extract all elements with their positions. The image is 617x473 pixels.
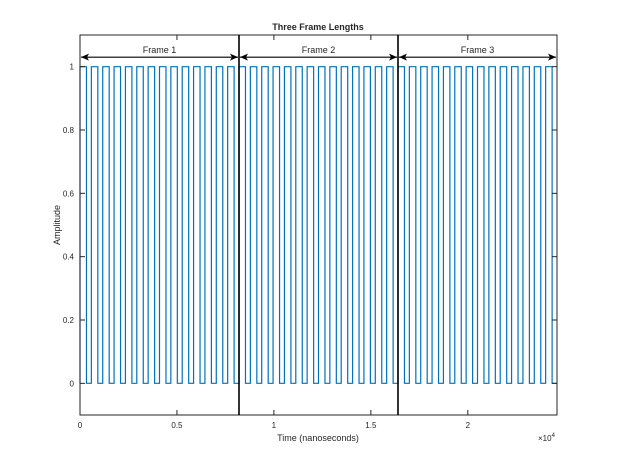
arrowhead-right xyxy=(548,53,556,61)
x-exponent: ×104 xyxy=(538,433,556,443)
y-tick-label: 1 xyxy=(70,63,75,72)
arrowhead-left xyxy=(81,53,89,61)
y-tick-label: 0.6 xyxy=(63,189,75,198)
arrowhead-left xyxy=(399,53,407,61)
chart-title: Three Frame Lengths xyxy=(272,22,364,32)
signal-line xyxy=(79,66,557,384)
x-tick-label: 2 xyxy=(466,421,471,430)
plot-area: 0 0.5 1 1.5 2 0 0.2 0.4 0.6 0.8 1 Frame 1 Frame 2 Fra… xyxy=(63,34,558,430)
x-tick-label: 0.5 xyxy=(171,421,183,430)
x-tick-label: 1 xyxy=(272,421,277,430)
y-tick-label: 0.4 xyxy=(63,253,75,262)
x-tick-label: 1.5 xyxy=(365,421,377,430)
y-axis-label: Amplitude xyxy=(52,205,62,245)
x-axis-label: Time (nanoseconds) xyxy=(277,433,359,443)
arrowhead-left xyxy=(240,53,248,61)
arrowhead-right xyxy=(389,53,397,61)
frame-label: Frame 1 xyxy=(143,45,177,55)
x-tick-label: 0 xyxy=(78,421,83,430)
frame-label: Frame 2 xyxy=(302,45,336,55)
y-tick-label: 0.8 xyxy=(63,126,75,135)
y-tick-label: 0 xyxy=(70,379,75,388)
arrowhead-right xyxy=(230,53,238,61)
frame-label: Frame 3 xyxy=(461,45,495,55)
y-tick-label: 0.2 xyxy=(63,316,75,325)
axes-box xyxy=(79,34,558,416)
